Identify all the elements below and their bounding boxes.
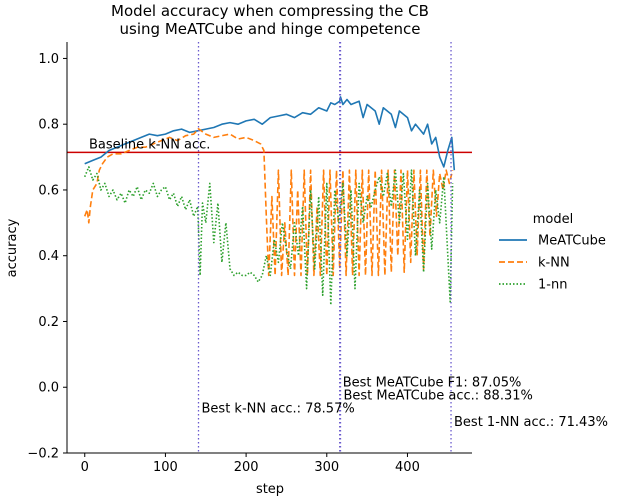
x-tick-label: 200 (234, 460, 259, 475)
series-group (83, 96, 456, 306)
y-tick-label: 1.0 (38, 52, 59, 67)
x-tick-label: 300 (314, 460, 339, 475)
y-tick-label: −0.2 (27, 447, 59, 462)
vline-annotation: Best MeATCube acc.: 88.31% (343, 388, 532, 403)
y-axis-label: accuracy (5, 218, 20, 277)
vline-group (197, 42, 452, 453)
legend-label-knn: k-NN (538, 256, 570, 271)
vline-annotation: Best k-NN acc.: 78.57% (202, 402, 355, 417)
x-axis-label: step (256, 482, 284, 497)
annotation-group: Baseline k-NN acc. Best k-NN acc.: 78.57%… (89, 137, 608, 429)
series-line-k-nn (83, 128, 454, 277)
y-tick-label: 0.0 (38, 381, 59, 396)
vline-annotation: Best 1-NN acc.: 71.43% (454, 415, 608, 430)
x-tick-label: 0 (81, 460, 89, 475)
baseline-label: Baseline k-NN acc. (89, 137, 210, 152)
y-tick-label: 0.6 (38, 183, 59, 198)
chart-title-line-2: using MeATCube and hinge competence (120, 20, 421, 38)
legend-label-1nn: 1-nn (538, 278, 567, 293)
vline-annotation: Best MeATCube F1: 87.05% (343, 375, 522, 390)
y-ticks: −0.2 0.0 0.2 0.4 0.6 0.8 1.0 (27, 52, 67, 462)
legend-label-meatcube: MeATCube (538, 234, 606, 249)
series-line-1-nn (83, 166, 454, 306)
x-ticks: 0 100 200 300 400 (81, 453, 420, 475)
legend-title: model (533, 212, 573, 227)
x-tick-label: 400 (395, 460, 420, 475)
x-tick-label: 100 (153, 460, 178, 475)
series-line-meatcube (84, 96, 456, 171)
y-tick-label: 0.2 (38, 315, 59, 330)
y-tick-label: 0.8 (38, 118, 59, 133)
chart-title-line-1: Model accuracy when compressing the CB (111, 2, 429, 20)
legend: model MeATCube k-NN 1-nn (499, 212, 606, 293)
y-tick-label: 0.4 (38, 249, 59, 264)
